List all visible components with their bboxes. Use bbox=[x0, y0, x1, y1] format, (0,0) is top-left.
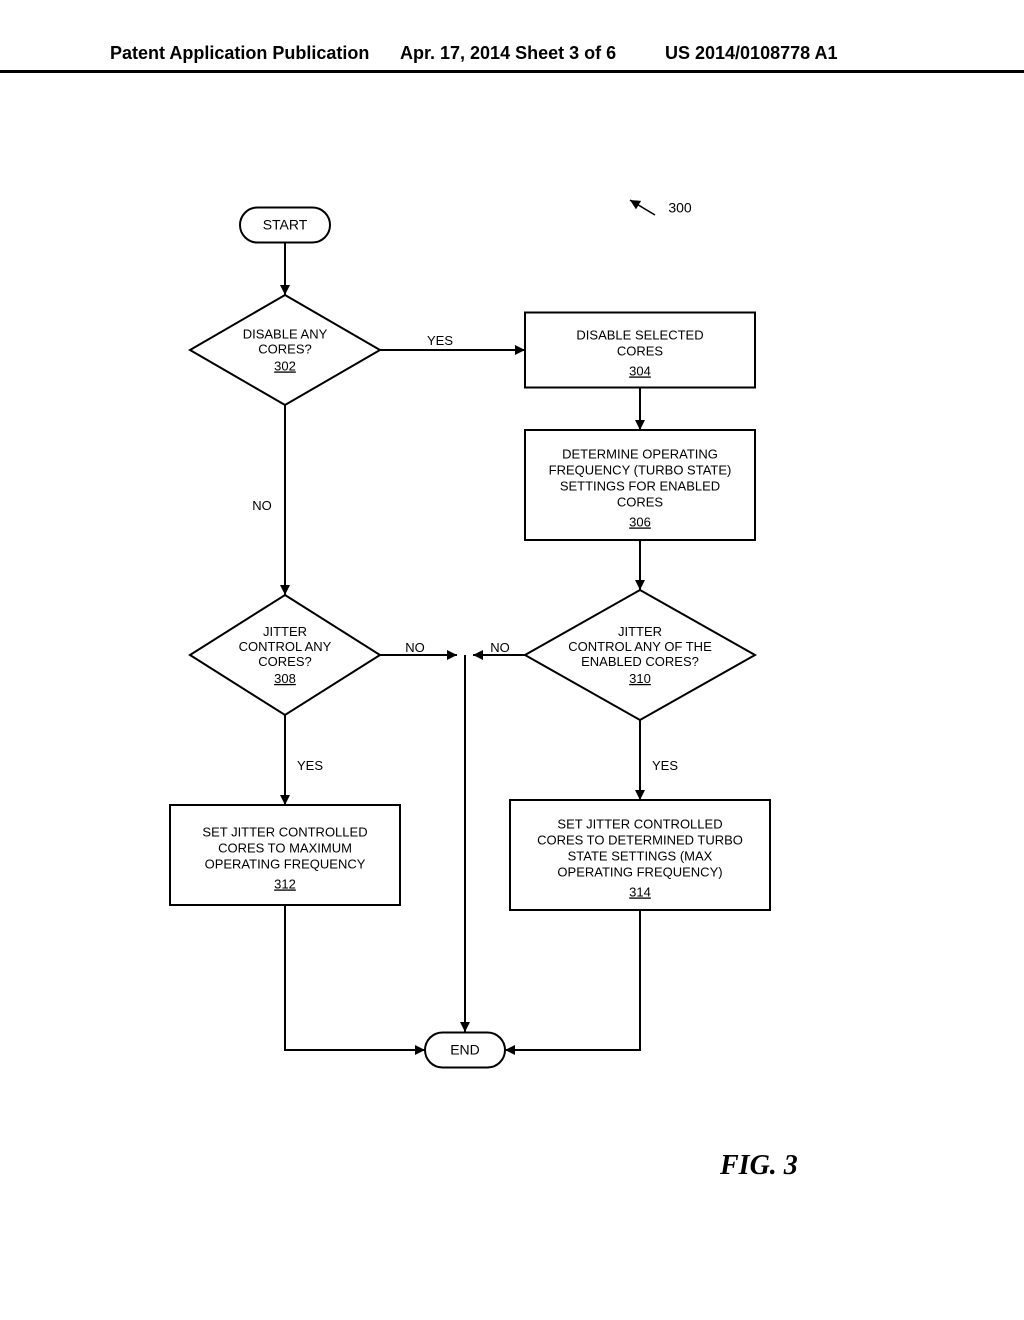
edge-p312-end bbox=[285, 905, 425, 1050]
edge-label: YES bbox=[427, 333, 453, 348]
svg-text:FREQUENCY (TURBO STATE): FREQUENCY (TURBO STATE) bbox=[549, 462, 732, 477]
svg-text:SET JITTER CONTROLLED: SET JITTER CONTROLLED bbox=[557, 816, 722, 831]
svg-text:CORES?: CORES? bbox=[258, 341, 311, 356]
svg-text:JITTER: JITTER bbox=[618, 624, 662, 639]
edge-label: NO bbox=[405, 640, 425, 655]
svg-text:START: START bbox=[263, 217, 308, 233]
edge-label: YES bbox=[652, 758, 678, 773]
svg-text:CORES: CORES bbox=[617, 494, 664, 509]
svg-text:DETERMINE OPERATING: DETERMINE OPERATING bbox=[562, 446, 718, 461]
svg-text:STATE SETTINGS (MAX: STATE SETTINGS (MAX bbox=[568, 848, 713, 863]
svg-text:DISABLE SELECTED: DISABLE SELECTED bbox=[576, 327, 703, 342]
svg-text:312: 312 bbox=[274, 876, 296, 891]
svg-text:CORES?: CORES? bbox=[258, 654, 311, 669]
node-p306: DETERMINE OPERATINGFREQUENCY (TURBO STAT… bbox=[525, 430, 755, 540]
page: Patent Application Publication Apr. 17, … bbox=[0, 0, 1024, 1320]
svg-text:JITTER: JITTER bbox=[263, 624, 307, 639]
svg-text:OPERATING FREQUENCY): OPERATING FREQUENCY) bbox=[557, 864, 722, 879]
figure-caption: FIG. 3 bbox=[720, 1150, 798, 1182]
ref-numeral: 300 bbox=[668, 200, 692, 216]
svg-text:CONTROL ANY: CONTROL ANY bbox=[239, 639, 332, 654]
svg-text:314: 314 bbox=[629, 884, 651, 899]
edge-label: YES bbox=[297, 758, 323, 773]
node-d302: DISABLE ANYCORES? 302 bbox=[190, 295, 380, 405]
edge-label: NO bbox=[490, 640, 510, 655]
node-end: END bbox=[425, 1033, 505, 1068]
svg-text:SETTINGS FOR ENABLED: SETTINGS FOR ENABLED bbox=[560, 478, 720, 493]
node-d310: JITTERCONTROL ANY OF THEENABLED CORES? 31… bbox=[525, 590, 755, 720]
svg-text:CORES: CORES bbox=[617, 343, 664, 358]
svg-text:ENABLED CORES?: ENABLED CORES? bbox=[581, 654, 699, 669]
svg-text:CORES TO MAXIMUM: CORES TO MAXIMUM bbox=[218, 840, 352, 855]
node-start: START bbox=[240, 208, 330, 243]
svg-text:CONTROL ANY OF THE: CONTROL ANY OF THE bbox=[568, 639, 712, 654]
svg-text:DISABLE ANY: DISABLE ANY bbox=[243, 326, 328, 341]
svg-text:OPERATING FREQUENCY: OPERATING FREQUENCY bbox=[205, 856, 366, 871]
ref-leader bbox=[630, 200, 655, 215]
svg-text:310: 310 bbox=[629, 671, 651, 686]
svg-text:302: 302 bbox=[274, 358, 296, 373]
node-p312: SET JITTER CONTROLLEDCORES TO MAXIMUMOPE… bbox=[170, 805, 400, 905]
node-p314: SET JITTER CONTROLLEDCORES TO DETERMINED… bbox=[510, 800, 770, 910]
node-p304: DISABLE SELECTEDCORES 304 bbox=[525, 313, 755, 388]
flowchart-svg: YESNOYESYESNONO STARTDISABLE ANYCORES?30… bbox=[0, 0, 1024, 1250]
edge-label: NO bbox=[252, 498, 272, 513]
svg-text:308: 308 bbox=[274, 671, 296, 686]
edge-p314-end bbox=[505, 910, 640, 1050]
svg-text:CORES TO DETERMINED TURBO: CORES TO DETERMINED TURBO bbox=[537, 832, 743, 847]
svg-text:306: 306 bbox=[629, 514, 651, 529]
svg-text:304: 304 bbox=[629, 363, 651, 378]
node-d308: JITTERCONTROL ANYCORES? 308 bbox=[190, 595, 380, 715]
svg-text:END: END bbox=[450, 1042, 480, 1058]
svg-text:SET JITTER CONTROLLED: SET JITTER CONTROLLED bbox=[202, 824, 367, 839]
